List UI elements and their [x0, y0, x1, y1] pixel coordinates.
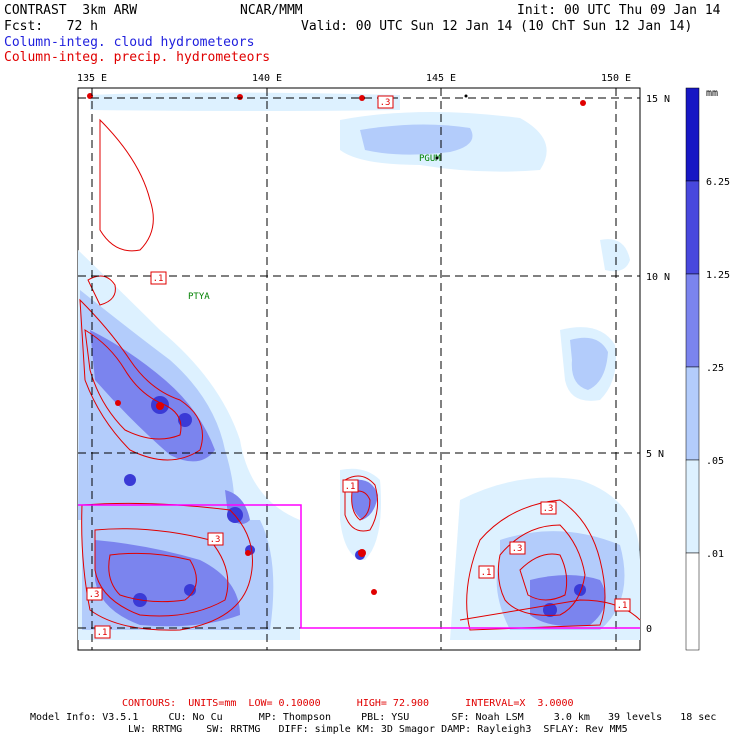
lon-label: 150 E: [601, 73, 631, 84]
contour-label: .3: [543, 504, 554, 514]
contour-label: .1: [153, 274, 164, 284]
colorbar-bin: [685, 366, 700, 461]
model-info-line1: Model Info: V3.5.1 CU: No Cu MP: Thompso…: [30, 712, 717, 723]
lat-labels: 15 N 10 N 5 N 0: [646, 94, 670, 635]
colorbar-bin: [685, 87, 700, 182]
colorbar-label: 1.25: [706, 270, 730, 281]
station-marker: [435, 156, 439, 160]
model-title: CONTRAST 3km ARW: [4, 3, 138, 18]
lon-label: 135 E: [77, 73, 107, 84]
contour-label: .1: [345, 482, 356, 492]
nested-domain-box: [78, 504, 640, 629]
contour-label: .3: [89, 590, 100, 600]
colorbar-unit: mm: [706, 88, 718, 99]
contour-info: CONTOURS: UNITS=mm LOW= 0.10000 HIGH= 72…: [122, 698, 574, 709]
model-info-line2: LW: RRTMG SW: RRTMG DIFF: simple KM: 3D …: [128, 724, 628, 735]
contour-labels: .3 .1 .1 .3 .3 .3 .1 .1 .3 .1: [86, 95, 631, 639]
place-label-ptya: PTYA: [188, 292, 210, 302]
lon-label: 145 E: [426, 73, 456, 84]
colorbar-label: .25: [706, 363, 724, 374]
lon-label: 140 E: [252, 73, 282, 84]
lat-label: 10 N: [646, 272, 670, 283]
colorbar-label: .01: [706, 549, 724, 560]
colorbar-label: 6.25: [706, 177, 730, 188]
station-marker: [464, 94, 468, 98]
lat-lon-grid: [78, 88, 640, 650]
colorbar-bin: [685, 180, 700, 275]
colorbar-bin: [685, 273, 700, 368]
field-cloud-label: Column-integ. cloud hydrometeors: [4, 35, 255, 50]
lat-label: 15 N: [646, 94, 670, 105]
field-precip-label: Column-integ. precip. hydrometeors: [4, 50, 271, 65]
colorbar-bin: [685, 552, 700, 651]
init-time: Init: 00 UTC Thu 09 Jan 14: [517, 3, 721, 18]
place-label-pgum: PGUM: [419, 154, 441, 164]
contour-label: .3: [210, 535, 221, 545]
contour-label: .3: [512, 544, 523, 554]
colorbar-bin: [685, 459, 700, 554]
contour-label: .1: [481, 568, 492, 578]
valid-time: Valid: 00 UTC Sun 12 Jan 14 (10 ChT Sun …: [301, 19, 693, 34]
org-label: NCAR/MMM: [240, 3, 303, 18]
contour-label: .1: [617, 601, 628, 611]
lat-label: 5 N: [646, 449, 664, 460]
forecast-hour: Fcst: 72 h: [4, 19, 98, 34]
lon-labels: 135 E 140 E 145 E 150 E: [77, 73, 631, 84]
lat-label: 0: [646, 624, 652, 635]
colorbar: mm 6.25 1.25 .25 .05 .01: [685, 87, 730, 651]
contour-label: .1: [97, 628, 108, 638]
colorbar-label: .05: [706, 456, 724, 467]
place-labels: PGUM PTYA: [188, 154, 441, 302]
cloud-shading-dark: [90, 330, 606, 627]
map-panel: 135 E 140 E 145 E 150 E 15 N 10 N 5 N 0 …: [77, 73, 670, 651]
contour-label: .3: [380, 98, 391, 108]
